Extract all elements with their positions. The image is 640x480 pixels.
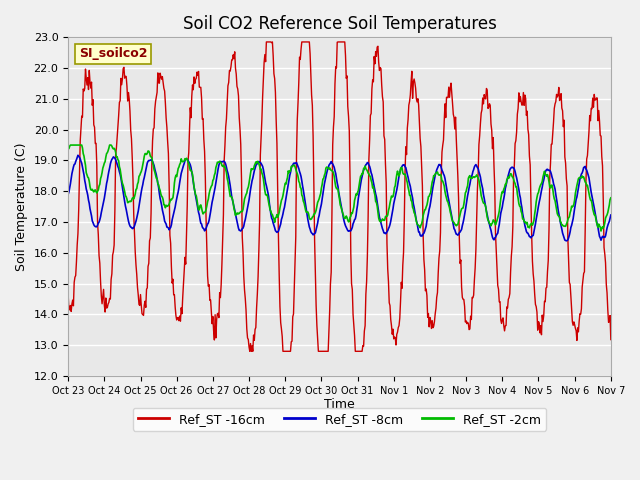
Ref_ST -8cm: [607, 212, 614, 218]
Ref_ST -8cm: [438, 168, 446, 173]
Ref_ST -8cm: [332, 170, 340, 176]
Ref_ST -16cm: [262, 39, 270, 45]
Ref_ST -16cm: [607, 336, 614, 342]
Ref_ST -16cm: [184, 203, 191, 209]
Text: SI_soilco2: SI_soilco2: [79, 48, 147, 60]
Ref_ST -2cm: [607, 195, 614, 201]
Ref_ST -16cm: [246, 348, 253, 354]
Ref_ST -16cm: [64, 292, 72, 298]
Ref_ST -16cm: [207, 297, 214, 303]
Y-axis label: Soil Temperature (C): Soil Temperature (C): [15, 143, 28, 271]
Ref_ST -8cm: [207, 204, 215, 210]
Ref_ST -8cm: [64, 192, 72, 197]
Ref_ST -8cm: [184, 157, 192, 163]
Ref_ST -2cm: [597, 228, 605, 234]
Line: Ref_ST -2cm: Ref_ST -2cm: [68, 145, 611, 231]
Ref_ST -2cm: [558, 223, 566, 228]
Ref_ST -2cm: [64, 145, 72, 151]
Ref_ST -8cm: [558, 226, 566, 232]
Ref_ST -16cm: [559, 108, 566, 114]
Ref_ST -2cm: [207, 183, 215, 189]
Ref_ST -2cm: [332, 184, 340, 190]
Line: Ref_ST -8cm: Ref_ST -8cm: [68, 155, 611, 241]
Ref_ST -8cm: [74, 152, 82, 158]
Ref_ST -16cm: [385, 300, 393, 306]
Ref_ST -16cm: [333, 65, 340, 71]
Ref_ST -2cm: [438, 178, 446, 184]
Title: Soil CO2 Reference Soil Temperatures: Soil CO2 Reference Soil Temperatures: [182, 15, 497, 33]
X-axis label: Time: Time: [324, 398, 355, 411]
Ref_ST -2cm: [184, 159, 192, 165]
Ref_ST -2cm: [385, 208, 392, 214]
Ref_ST -2cm: [67, 142, 74, 148]
Ref_ST -8cm: [385, 226, 392, 231]
Legend: Ref_ST -16cm, Ref_ST -8cm, Ref_ST -2cm: Ref_ST -16cm, Ref_ST -8cm, Ref_ST -2cm: [133, 408, 546, 431]
Ref_ST -8cm: [563, 238, 570, 244]
Ref_ST -16cm: [439, 143, 447, 148]
Line: Ref_ST -16cm: Ref_ST -16cm: [68, 42, 611, 351]
